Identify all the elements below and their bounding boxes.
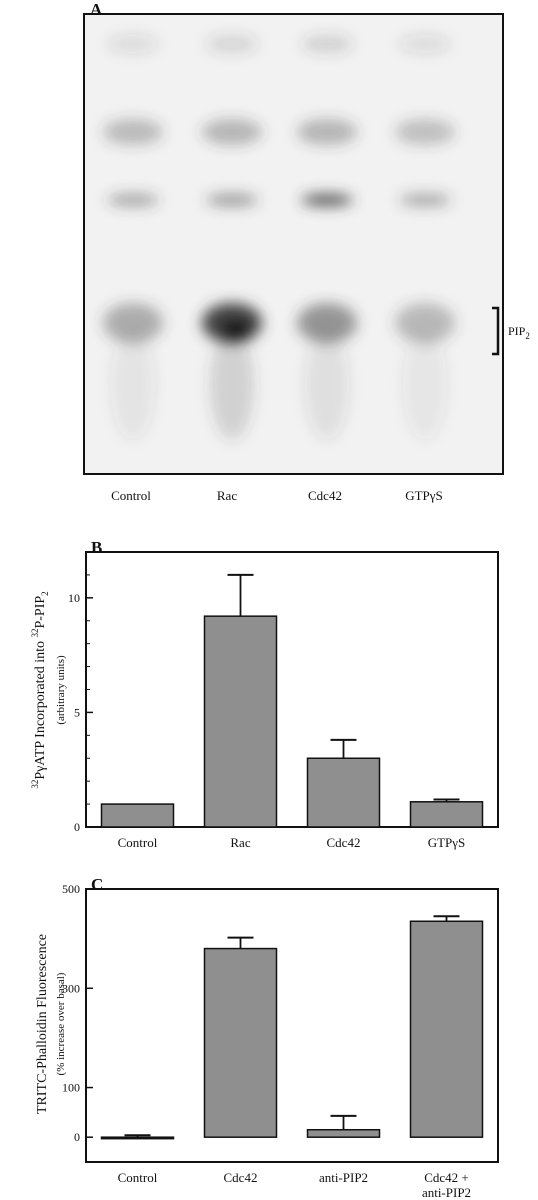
y-axis-sublabel: (arbitrary units) [55,655,67,725]
tlc-band [297,303,357,343]
panel-c: C 0 100 300 500 Control Cdc42 anti-PIP2 Cdc42 +… [0,872,538,1200]
y-tick-label: 100 [62,1081,80,1095]
panel-b: B 0 5 10 Control Rac Cdc42 GTPγS 32PγATP Incorp… [0,535,538,865]
tlc-band [399,194,451,206]
y-axis-sublabel: (% increase over basal) [55,972,67,1075]
tlc-streak [111,330,155,440]
lane-label: Rac [217,488,237,503]
tlc-streak [305,330,349,440]
bar [306,1128,381,1138]
plot-frame [85,888,499,1163]
tlc-band [395,303,455,343]
tlc-streak [403,330,447,440]
y-tick-label: 0 [74,820,80,834]
tlc-band-core [222,320,250,340]
category-label: Control [118,835,158,850]
tlc-band [206,35,258,53]
category-label: Rac [230,835,250,850]
lane-label: GTPγS [405,488,443,503]
tlc-autoradiograph: PIP2 Control Rac Cdc42 GTPγS [83,13,530,503]
category-label: GTPγS [428,835,466,850]
y-tick-label: 10 [68,591,80,605]
tlc-frame [83,13,504,475]
category-label: Control [118,1170,158,1185]
bar [306,757,381,828]
category-label: anti-PIP2 [422,1185,471,1200]
tlc-band [297,119,357,145]
pip2-bracket [492,306,500,356]
tlc-band [301,35,353,53]
panel-b-letter: B [91,538,103,557]
tlc-band [107,35,159,53]
category-label: Cdc42 + [424,1170,469,1185]
bar [409,920,484,1138]
tlc-band [399,35,451,53]
y-tick-label: 300 [62,981,80,995]
y-tick-label: 5 [74,705,80,719]
tlc-streak [210,330,254,440]
tlc-band [395,119,455,145]
tlc-band [206,194,258,206]
panel-a: A PIP2 Control Rac Cdc42 GTPγS [0,0,538,510]
chart-b: 0 5 10 Control Rac Cdc42 GTPγS 32PγATP Incorpor… [30,551,499,850]
y-tick-label: 0 [74,1130,80,1144]
bar [409,801,484,828]
bar [100,1136,175,1140]
category-label: Cdc42 [224,1170,258,1185]
y-axis-label: 32PγATP Incorporated into 32P-PIP2 [30,591,50,788]
bar [203,615,278,828]
y-tick-label: 500 [62,882,80,896]
plot-frame [85,551,499,828]
lane-label: Control [111,488,151,503]
category-label: Cdc42 [327,835,361,850]
y-axis-label: TRITC-Phalloidin Fluorescence [35,934,50,1114]
tlc-band [301,194,353,206]
lane-label: Cdc42 [308,488,342,503]
tlc-band [103,303,163,343]
tlc-band [103,119,163,145]
category-label: anti-PIP2 [319,1170,368,1185]
tlc-band [107,194,159,206]
bar [203,947,278,1138]
pip2-label: PIP2 [508,324,530,341]
bar [100,803,175,828]
tlc-band [202,119,262,145]
tlc-bands [103,35,455,440]
